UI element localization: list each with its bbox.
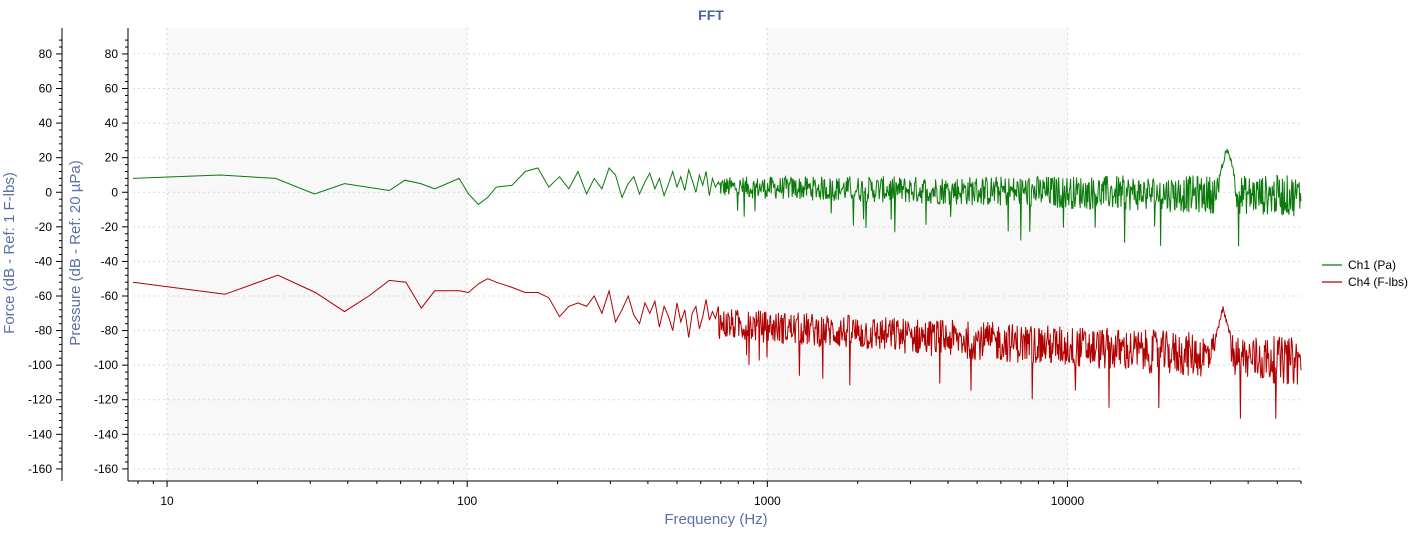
y-tick-label-pressure: 60: [105, 82, 119, 96]
y-tick-label-force: 0: [45, 185, 52, 199]
decade-bands: [167, 28, 1068, 481]
y-tick-label-force: -140: [28, 427, 52, 441]
series-group: [132, 148, 1302, 419]
decade-band: [167, 28, 468, 481]
y-tick-label-pressure: -80: [101, 324, 119, 338]
y-tick-label-force: -60: [35, 289, 53, 303]
x-tick-label: 10000: [1051, 494, 1085, 508]
series-line-ch4: [132, 274, 1302, 419]
y-tick-label-pressure: 40: [105, 116, 119, 130]
y-tick-label-pressure: -60: [101, 289, 119, 303]
y-tick-label-force: 80: [39, 47, 53, 61]
x-tick-label: 10: [160, 494, 174, 508]
y-axis-label-pressure: Pressure (dB - Ref: 20 µPa): [67, 160, 84, 345]
grid: [133, 28, 1301, 481]
y-tick-label-pressure: 80: [105, 47, 119, 61]
y-tick-label-force: 40: [39, 116, 53, 130]
y-tick-label-force: -160: [28, 462, 52, 476]
decade-band: [767, 28, 1068, 481]
y-tick-label-force: 60: [39, 82, 53, 96]
y-tick-label-force: 20: [39, 151, 53, 165]
legend-item-ch1[interactable]: Ch1 (Pa): [1348, 258, 1396, 272]
x-axis-label: Frequency (Hz): [664, 511, 767, 528]
y-tick-label-force: -120: [28, 393, 52, 407]
y-tick-label-pressure: -20: [101, 220, 119, 234]
legend[interactable]: Ch1 (Pa) Ch4 (F-lbs): [1322, 258, 1408, 289]
y-tick-label-pressure: -100: [94, 358, 118, 372]
y-tick-label-pressure: 20: [105, 151, 119, 165]
y-tick-label-pressure: -120: [94, 393, 118, 407]
x-tick-label: 100: [457, 494, 477, 508]
y-tick-label-force: -100: [28, 358, 52, 372]
chart-title: FFT: [698, 7, 724, 23]
y-axis-label-force: Force (dB - Ref: 1 F-lbs): [1, 172, 18, 334]
legend-item-ch4[interactable]: Ch4 (F-lbs): [1348, 275, 1408, 289]
y-tick-label-force: -40: [35, 254, 53, 268]
x-tick-label: 1000: [754, 494, 781, 508]
y-tick-label-force: -20: [35, 220, 53, 234]
y-tick-label-pressure: -40: [101, 254, 119, 268]
series-line-ch1: [132, 148, 1302, 247]
x-tick-group: 10 100 1000 10000: [137, 481, 1302, 508]
y-tick-label-pressure: -160: [94, 462, 118, 476]
y-tick-label-pressure: -140: [94, 427, 118, 441]
y-tick-label-force: -80: [35, 324, 53, 338]
y-tick-group: 80 60 40 20 0 -20 -40 -60 -80 -100 -120 -140 -160 80 6…: [28, 39, 128, 476]
y-tick-label-pressure: 0: [111, 185, 118, 199]
